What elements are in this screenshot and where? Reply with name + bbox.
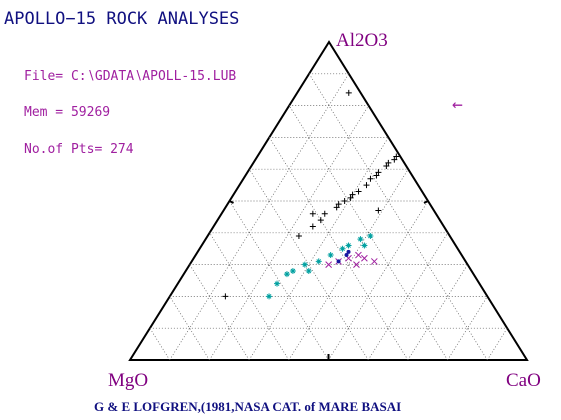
data-point (367, 232, 374, 239)
grid-line (288, 105, 448, 361)
tick-mark (229, 200, 234, 204)
data-point (336, 259, 341, 264)
data-point (346, 249, 351, 254)
grid-line (447, 296, 488, 361)
data-point (357, 236, 364, 243)
grid-line (248, 137, 389, 361)
data-point (321, 210, 328, 217)
grid-line (169, 296, 210, 361)
data-point (341, 198, 348, 204)
data-point (266, 293, 273, 300)
data-point (335, 201, 342, 208)
data-point (289, 267, 296, 274)
tick-mark (423, 200, 429, 204)
data-point (370, 258, 378, 265)
grid-line (209, 105, 369, 361)
grid-line (367, 232, 449, 361)
grid-line (328, 200, 429, 361)
data-point (375, 169, 382, 176)
grid-line (407, 264, 468, 361)
data-point (344, 253, 349, 258)
data-point (367, 175, 374, 182)
grid-line (487, 328, 508, 361)
apex-label: MgO (108, 370, 148, 391)
grid-line (149, 328, 170, 361)
data-point (385, 159, 392, 166)
info-line: No.of Pts= 274 (24, 142, 134, 157)
data-point (325, 261, 333, 268)
data-point (339, 245, 346, 252)
data-point (373, 172, 380, 179)
data-point (361, 254, 368, 262)
data-point (345, 242, 352, 249)
data-point (333, 204, 340, 211)
grid-line (209, 232, 290, 361)
data-point (283, 271, 290, 278)
data-point (355, 251, 362, 259)
data-point (347, 194, 354, 201)
grid-line (169, 73, 350, 361)
data-point (349, 191, 356, 198)
grid-line (189, 264, 250, 361)
apex-label: CaO (506, 370, 541, 391)
data-point (305, 267, 312, 274)
info-line: Mem = 59269 (24, 105, 110, 120)
info-line: File= C:∖GDATA∖APOLL-15.LUB (24, 69, 236, 84)
data-point (327, 252, 334, 259)
apex-label: Al2O3 (336, 30, 388, 51)
data-point (383, 163, 390, 170)
grid-line (229, 200, 329, 361)
data-point (301, 261, 308, 268)
arrow: ← (452, 94, 463, 115)
data-point (345, 89, 352, 96)
footer: G & E LOFGREN,(1981,NASA CAT. of MARE BA… (94, 399, 401, 414)
grid-line (269, 137, 409, 361)
grid-line (308, 73, 488, 361)
data-point (295, 232, 302, 239)
data-point (309, 223, 316, 230)
data-point (363, 182, 370, 189)
data-point (309, 210, 316, 217)
data-point (274, 280, 281, 287)
chart-title: APOLLO−15 ROCK ANALYSES (4, 9, 239, 29)
data-point (393, 153, 400, 160)
data-point (317, 217, 324, 224)
data-point (222, 293, 229, 300)
data-point (315, 258, 322, 265)
data-point (391, 156, 398, 163)
data-point (361, 242, 368, 249)
data-point (353, 261, 360, 268)
data-point (375, 207, 382, 214)
data-point (355, 188, 362, 195)
